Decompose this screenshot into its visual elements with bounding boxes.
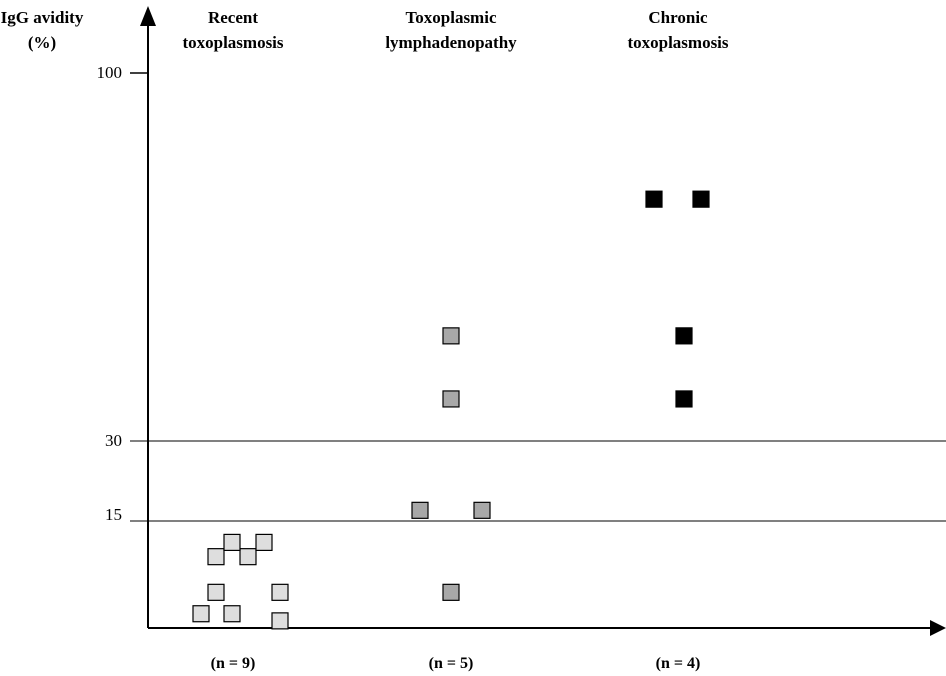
y-axis-label-line2: (%)	[28, 33, 56, 52]
data-point-group1-9	[271, 612, 289, 630]
data-point-group1-2	[223, 605, 241, 623]
data-point-group2-4	[473, 501, 491, 519]
data-point-group1-3	[207, 583, 225, 601]
group-title-recent-line1: Recent	[208, 8, 258, 27]
data-points	[192, 190, 710, 630]
y-tick-15: 15	[105, 505, 122, 524]
data-point-group1-6	[207, 548, 225, 566]
data-point-group2-3	[411, 501, 429, 519]
y-tick-100: 100	[97, 63, 123, 82]
group-count-recent: (n = 9)	[211, 655, 256, 672]
data-point-group1-4	[271, 583, 289, 601]
x-axis-arrow	[930, 620, 946, 636]
group-count-lymph: (n = 5)	[429, 655, 474, 672]
data-point-group3-2	[692, 190, 710, 208]
data-point-group1-1	[192, 605, 210, 623]
group-title-recent-line2: toxoplasmosis	[182, 33, 283, 52]
data-point-group3-4	[675, 390, 693, 408]
data-point-group1-5	[239, 548, 257, 566]
data-point-group2-2	[442, 390, 460, 408]
data-point-group1-8	[255, 533, 273, 552]
group-title-lymph-line1: Toxoplasmic	[405, 8, 496, 27]
data-point-group3-1	[645, 190, 663, 208]
group-title-chronic-line2: toxoplasmosis	[627, 33, 728, 52]
data-point-group2-5	[442, 583, 460, 601]
data-point-group1-7	[223, 533, 241, 552]
data-point-group2-1	[442, 327, 460, 345]
y-axis-arrow	[140, 6, 156, 26]
group-title-lymph-line2: lymphadenopathy	[385, 33, 517, 52]
group-title-chronic-line1: Chronic	[648, 8, 708, 27]
y-tick-30: 30	[105, 431, 122, 450]
group-count-chronic: (n = 4)	[656, 655, 701, 672]
data-point-group3-3	[675, 327, 693, 345]
y-axis-label-line1: IgG avidity	[1, 8, 84, 27]
